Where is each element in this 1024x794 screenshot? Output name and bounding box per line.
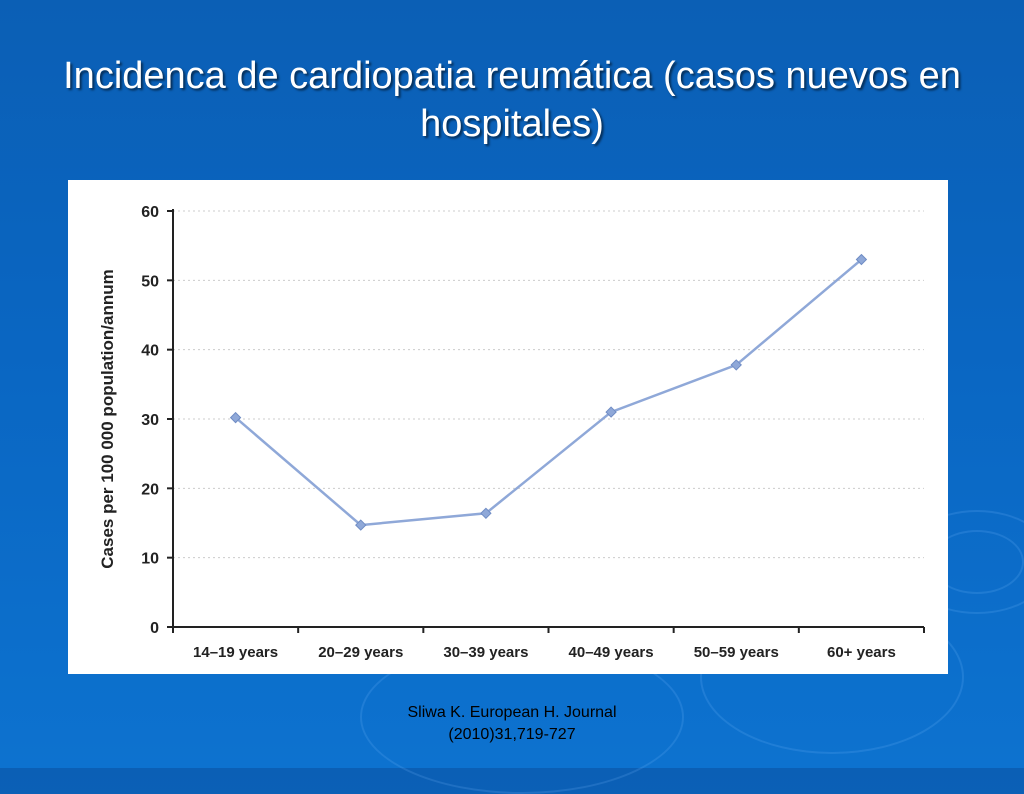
- x-tick-label: 14–19 years: [193, 644, 278, 661]
- x-tick-label: 60+ years: [827, 644, 896, 661]
- line-chart: 0 10 20 30 40 50 60 14–19 years 20–29 years 30–39…: [98, 204, 925, 661]
- series-line: [234, 258, 863, 527]
- data-point: [355, 519, 367, 531]
- data-point: [605, 406, 617, 418]
- y-tick-label: 50: [141, 273, 159, 290]
- data-point: [229, 411, 242, 424]
- citation: Sliwa K. European H. Journal (2010)31,71…: [340, 702, 684, 746]
- y-tick-label: 0: [150, 620, 159, 637]
- x-tick-label: 30–39 years: [443, 644, 528, 661]
- data-point: [730, 359, 742, 371]
- chart-panel: 0 10 20 30 40 50 60 14–19 years 20–29 years 30–39…: [68, 180, 948, 674]
- y-tick-label: 40: [141, 343, 159, 360]
- citation-line-1: Sliwa K. European H. Journal: [407, 704, 617, 721]
- x-tick-label: 20–29 years: [318, 644, 403, 661]
- y-tick-label: 10: [141, 551, 159, 568]
- y-tick-label: 30: [141, 412, 159, 429]
- data-point: [855, 253, 868, 266]
- data-point: [480, 507, 492, 520]
- x-tick-label: 50–59 years: [694, 644, 779, 661]
- x-tick-label: 40–49 years: [569, 644, 654, 661]
- y-tick-label: 60: [141, 204, 159, 221]
- y-tick-label: 20: [141, 481, 159, 498]
- citation-line-2: (2010)31,719-727: [448, 726, 576, 743]
- slide-title: Incidenca de cardiopatia reumática (caso…: [63, 55, 961, 145]
- y-axis-label: Cases per 100 000 population/annum: [98, 269, 117, 568]
